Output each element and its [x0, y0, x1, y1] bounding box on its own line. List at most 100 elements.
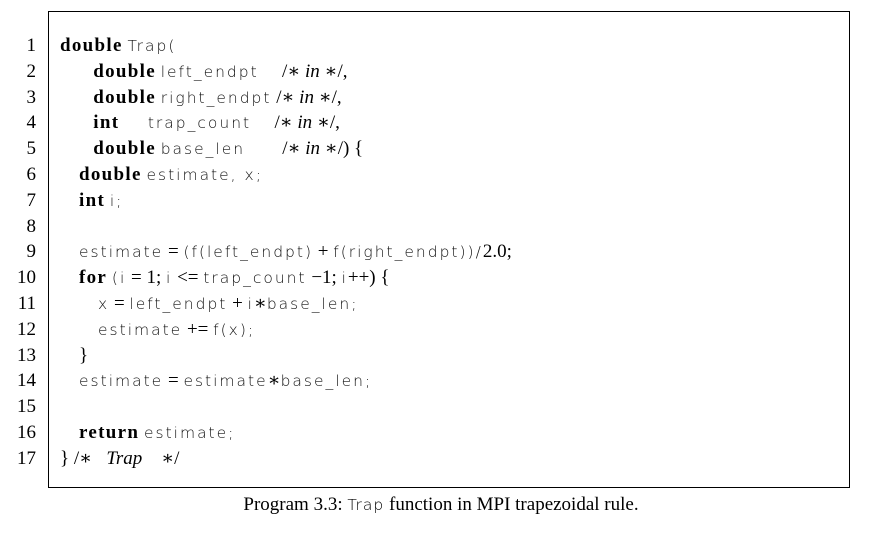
code-keyword: double [93, 86, 156, 108]
code-line: } /∗ Trap ∗/ [60, 446, 512, 472]
listing-caption: Program 3.3: Trap function in MPI trapez… [0, 494, 882, 516]
line-numbers: 1 2 3 4 5 6 7 8 9 10 11 12 13 14 15 16 17 [0, 33, 36, 472]
code-identifier: base_len; [266, 294, 359, 313]
line-number: 8 [26, 215, 37, 237]
code-symbol [60, 396, 65, 417]
code-line: double Trap( [60, 33, 512, 59]
code-identifier: base_len [160, 140, 273, 159]
code-symbol: = [163, 370, 184, 392]
code-symbol: + [313, 241, 334, 263]
code-line: for (i = 1; i <= trap_count −1; i++) { [60, 265, 512, 291]
code-comment: in [297, 112, 313, 134]
code-symbol [119, 112, 148, 133]
code-symbol [60, 370, 79, 391]
code-keyword: double [60, 35, 123, 56]
code-identifier: estimate [79, 372, 164, 391]
code-listing: double Trap( double left_endpt /∗ in ∗/,… [60, 33, 512, 472]
code-identifier: base_len; [280, 372, 373, 391]
code-line: x = left_endpt + i∗base_len; [60, 291, 512, 317]
caption-prefix: Program 3.3: [243, 494, 348, 515]
code-symbol: } [60, 344, 89, 366]
line-number: 11 [17, 292, 36, 314]
code-keyword: for [79, 267, 108, 289]
code-line: int trap_count /∗ in ∗/, [60, 110, 512, 136]
code-line: estimate = estimate∗base_len; [60, 368, 512, 394]
line-number: 16 [17, 421, 36, 443]
code-keyword: double [93, 138, 156, 160]
code-line: estimate = (f(left_endpt) + f(right_endp… [60, 239, 512, 265]
code-symbol: = 1; [126, 267, 167, 289]
code-identifier: trap_count [147, 114, 265, 133]
code-line [60, 214, 512, 240]
line-number: 1 [26, 35, 37, 56]
line-number: 13 [17, 344, 36, 366]
code-symbol: /∗ [271, 86, 300, 108]
code-symbol: <= [172, 267, 204, 289]
code-symbol: } /∗ [60, 447, 107, 469]
code-keyword: double [93, 60, 156, 82]
line-number: 17 [17, 447, 36, 469]
code-identifier: i [341, 269, 348, 288]
code-symbol: 2.0; [482, 241, 512, 263]
code-symbol: ∗/, [312, 112, 340, 134]
code-symbol: ∗/, [313, 86, 342, 108]
code-symbol [60, 216, 65, 237]
code-identifier: estimate [183, 372, 268, 391]
line-number: 7 [26, 189, 37, 211]
code-line: int i; [60, 188, 512, 214]
code-identifier: left_endpt [129, 294, 228, 313]
code-symbol: ∗/ [142, 447, 180, 469]
code-listing-frame [48, 11, 850, 488]
code-identifier: i [247, 294, 254, 313]
code-line [60, 394, 512, 420]
code-line: double left_endpt /∗ in ∗/, [60, 59, 512, 85]
code-line: double estimate, x; [60, 162, 512, 188]
line-number: 3 [26, 86, 37, 108]
line-number: 9 [26, 241, 37, 263]
code-identifier: estimate [79, 243, 164, 262]
code-symbol [60, 422, 79, 443]
line-number: 5 [26, 138, 37, 160]
code-symbol [60, 112, 93, 133]
code-symbol: /∗ [272, 60, 305, 82]
line-number: 2 [26, 60, 37, 82]
caption-function-name: Trap [347, 496, 385, 514]
code-identifier: estimate; [143, 423, 236, 442]
code-comment: Trap [106, 447, 143, 469]
code-identifier: Trap( [127, 37, 177, 55]
line-number: 4 [26, 112, 37, 134]
code-identifier: f(x); [213, 320, 256, 339]
code-line: return estimate; [60, 420, 512, 446]
line-number: 6 [26, 163, 37, 185]
code-symbol: + [227, 292, 248, 314]
code-identifier: trap_count [203, 269, 307, 288]
code-identifier: estimate, x; [146, 165, 263, 184]
code-comment: in [305, 138, 321, 160]
code-identifier: (i [111, 269, 127, 288]
code-symbol [60, 241, 79, 262]
code-identifier: x [98, 294, 110, 313]
code-symbol: = [109, 292, 130, 314]
code-line: double base_len /∗ in ∗/) { [60, 136, 512, 162]
code-keyword: int [93, 112, 120, 134]
code-symbol: −1; [306, 267, 342, 289]
line-number: 12 [17, 318, 36, 340]
code-symbol [60, 267, 79, 288]
code-symbol [60, 61, 93, 82]
code-keyword: double [79, 163, 142, 185]
code-symbol [60, 293, 98, 314]
code-identifier: (f(left_endpt) [183, 243, 314, 262]
code-identifier: i; [109, 191, 124, 210]
code-symbol [60, 87, 93, 108]
code-symbol: /∗ [272, 138, 306, 160]
code-symbol: /∗ [264, 112, 298, 134]
code-line: } [60, 343, 512, 369]
code-symbol [60, 164, 79, 185]
code-symbol: ∗/, [319, 60, 348, 82]
code-symbol [60, 138, 93, 159]
code-keyword: int [79, 189, 106, 211]
code-symbol [60, 190, 79, 211]
code-identifier: estimate [98, 320, 183, 339]
code-symbol: = [163, 241, 184, 263]
code-identifier: left_endpt [160, 62, 273, 81]
